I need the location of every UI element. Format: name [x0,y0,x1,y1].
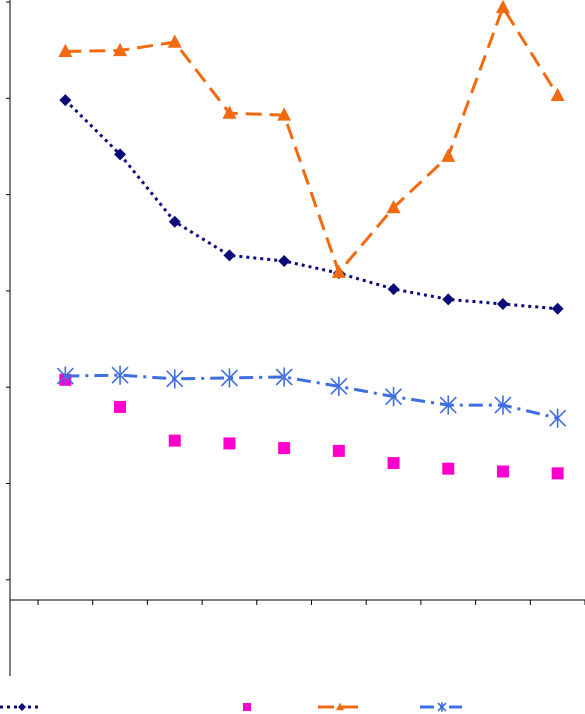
legend-entry-3 [318,702,360,711]
marker-star [330,376,348,396]
marker-star [220,368,239,388]
marker-star [275,367,293,387]
marker-diamond [278,255,291,267]
marker-star [439,395,457,415]
marker-triangle [441,148,456,162]
marker-triangle [222,105,237,119]
marker-square [243,703,251,711]
marker-triangle [113,42,128,57]
series-layer [56,0,567,480]
marker-square [442,462,455,475]
marker-triangle [550,87,565,102]
marker-diamond [551,302,564,315]
marker-triangle [331,264,346,278]
series-3 [58,0,565,278]
marker-triangle [386,199,401,214]
marker-square [278,442,291,455]
marker-square [223,437,236,450]
marker-diamond [496,298,509,311]
marker-star [437,702,447,712]
marker-diamond [114,148,127,161]
marker-square [332,444,345,457]
marker-diamond [387,283,400,296]
marker-diamond [223,249,236,262]
series-line [65,373,558,420]
marker-diamond [59,94,72,107]
legend [0,702,462,712]
marker-triangle [336,702,344,711]
marker-triangle [58,43,73,58]
marker-square [387,457,400,470]
marker-star [166,369,184,389]
marker-star [549,408,567,428]
marker-star [494,395,512,415]
marker-triangle [167,34,182,48]
series-line [65,4,559,276]
marker-square [496,465,509,478]
marker-diamond [442,293,455,306]
marker-triangle [495,0,510,14]
series-4 [56,365,567,428]
marker-square [114,400,127,413]
marker-square [168,434,181,447]
series-2 [59,373,564,480]
marker-square [551,467,564,480]
marker-triangle [277,107,292,121]
marker-diamond [18,703,26,711]
legend-entry-4 [420,702,462,712]
series-1 [59,94,564,315]
marker-diamond [168,215,181,228]
marker-star [384,387,403,407]
series-line [64,99,558,311]
marker-star [111,365,129,385]
marker-star [56,366,74,386]
legend-entry-2 [243,703,251,711]
axes [6,0,585,676]
legend-entry-1 [0,703,42,711]
